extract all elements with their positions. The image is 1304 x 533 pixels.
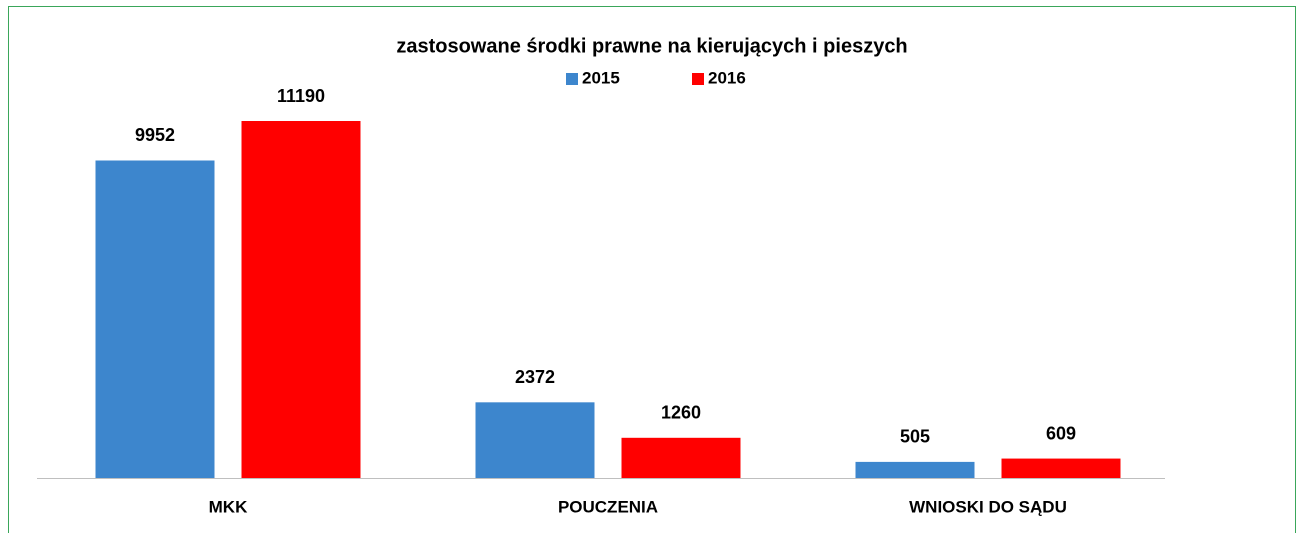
data-label: 2372 [515, 367, 555, 387]
bar [95, 160, 215, 478]
bar [241, 121, 361, 478]
x-tick-label: POUCZENIA [558, 497, 658, 516]
x-tick-label: MKK [209, 497, 248, 516]
x-tick-label: WNIOSKI DO SĄDU [909, 497, 1067, 516]
data-label: 1260 [661, 403, 701, 423]
data-label: 9952 [135, 125, 175, 145]
frame [8, 6, 1296, 533]
data-label: 609 [1046, 423, 1076, 443]
bar [621, 437, 741, 478]
bar [475, 402, 595, 478]
legend-label: 2015 [582, 68, 620, 87]
legend-label: 2016 [708, 68, 746, 87]
data-label: 505 [900, 427, 930, 447]
chart-title: zastosowane środki prawne na kierujących… [396, 35, 907, 57]
legend-swatch [566, 73, 578, 85]
bar [1001, 458, 1121, 478]
data-label: 11190 [277, 86, 325, 106]
legend-swatch [692, 73, 704, 85]
bar [855, 461, 975, 478]
